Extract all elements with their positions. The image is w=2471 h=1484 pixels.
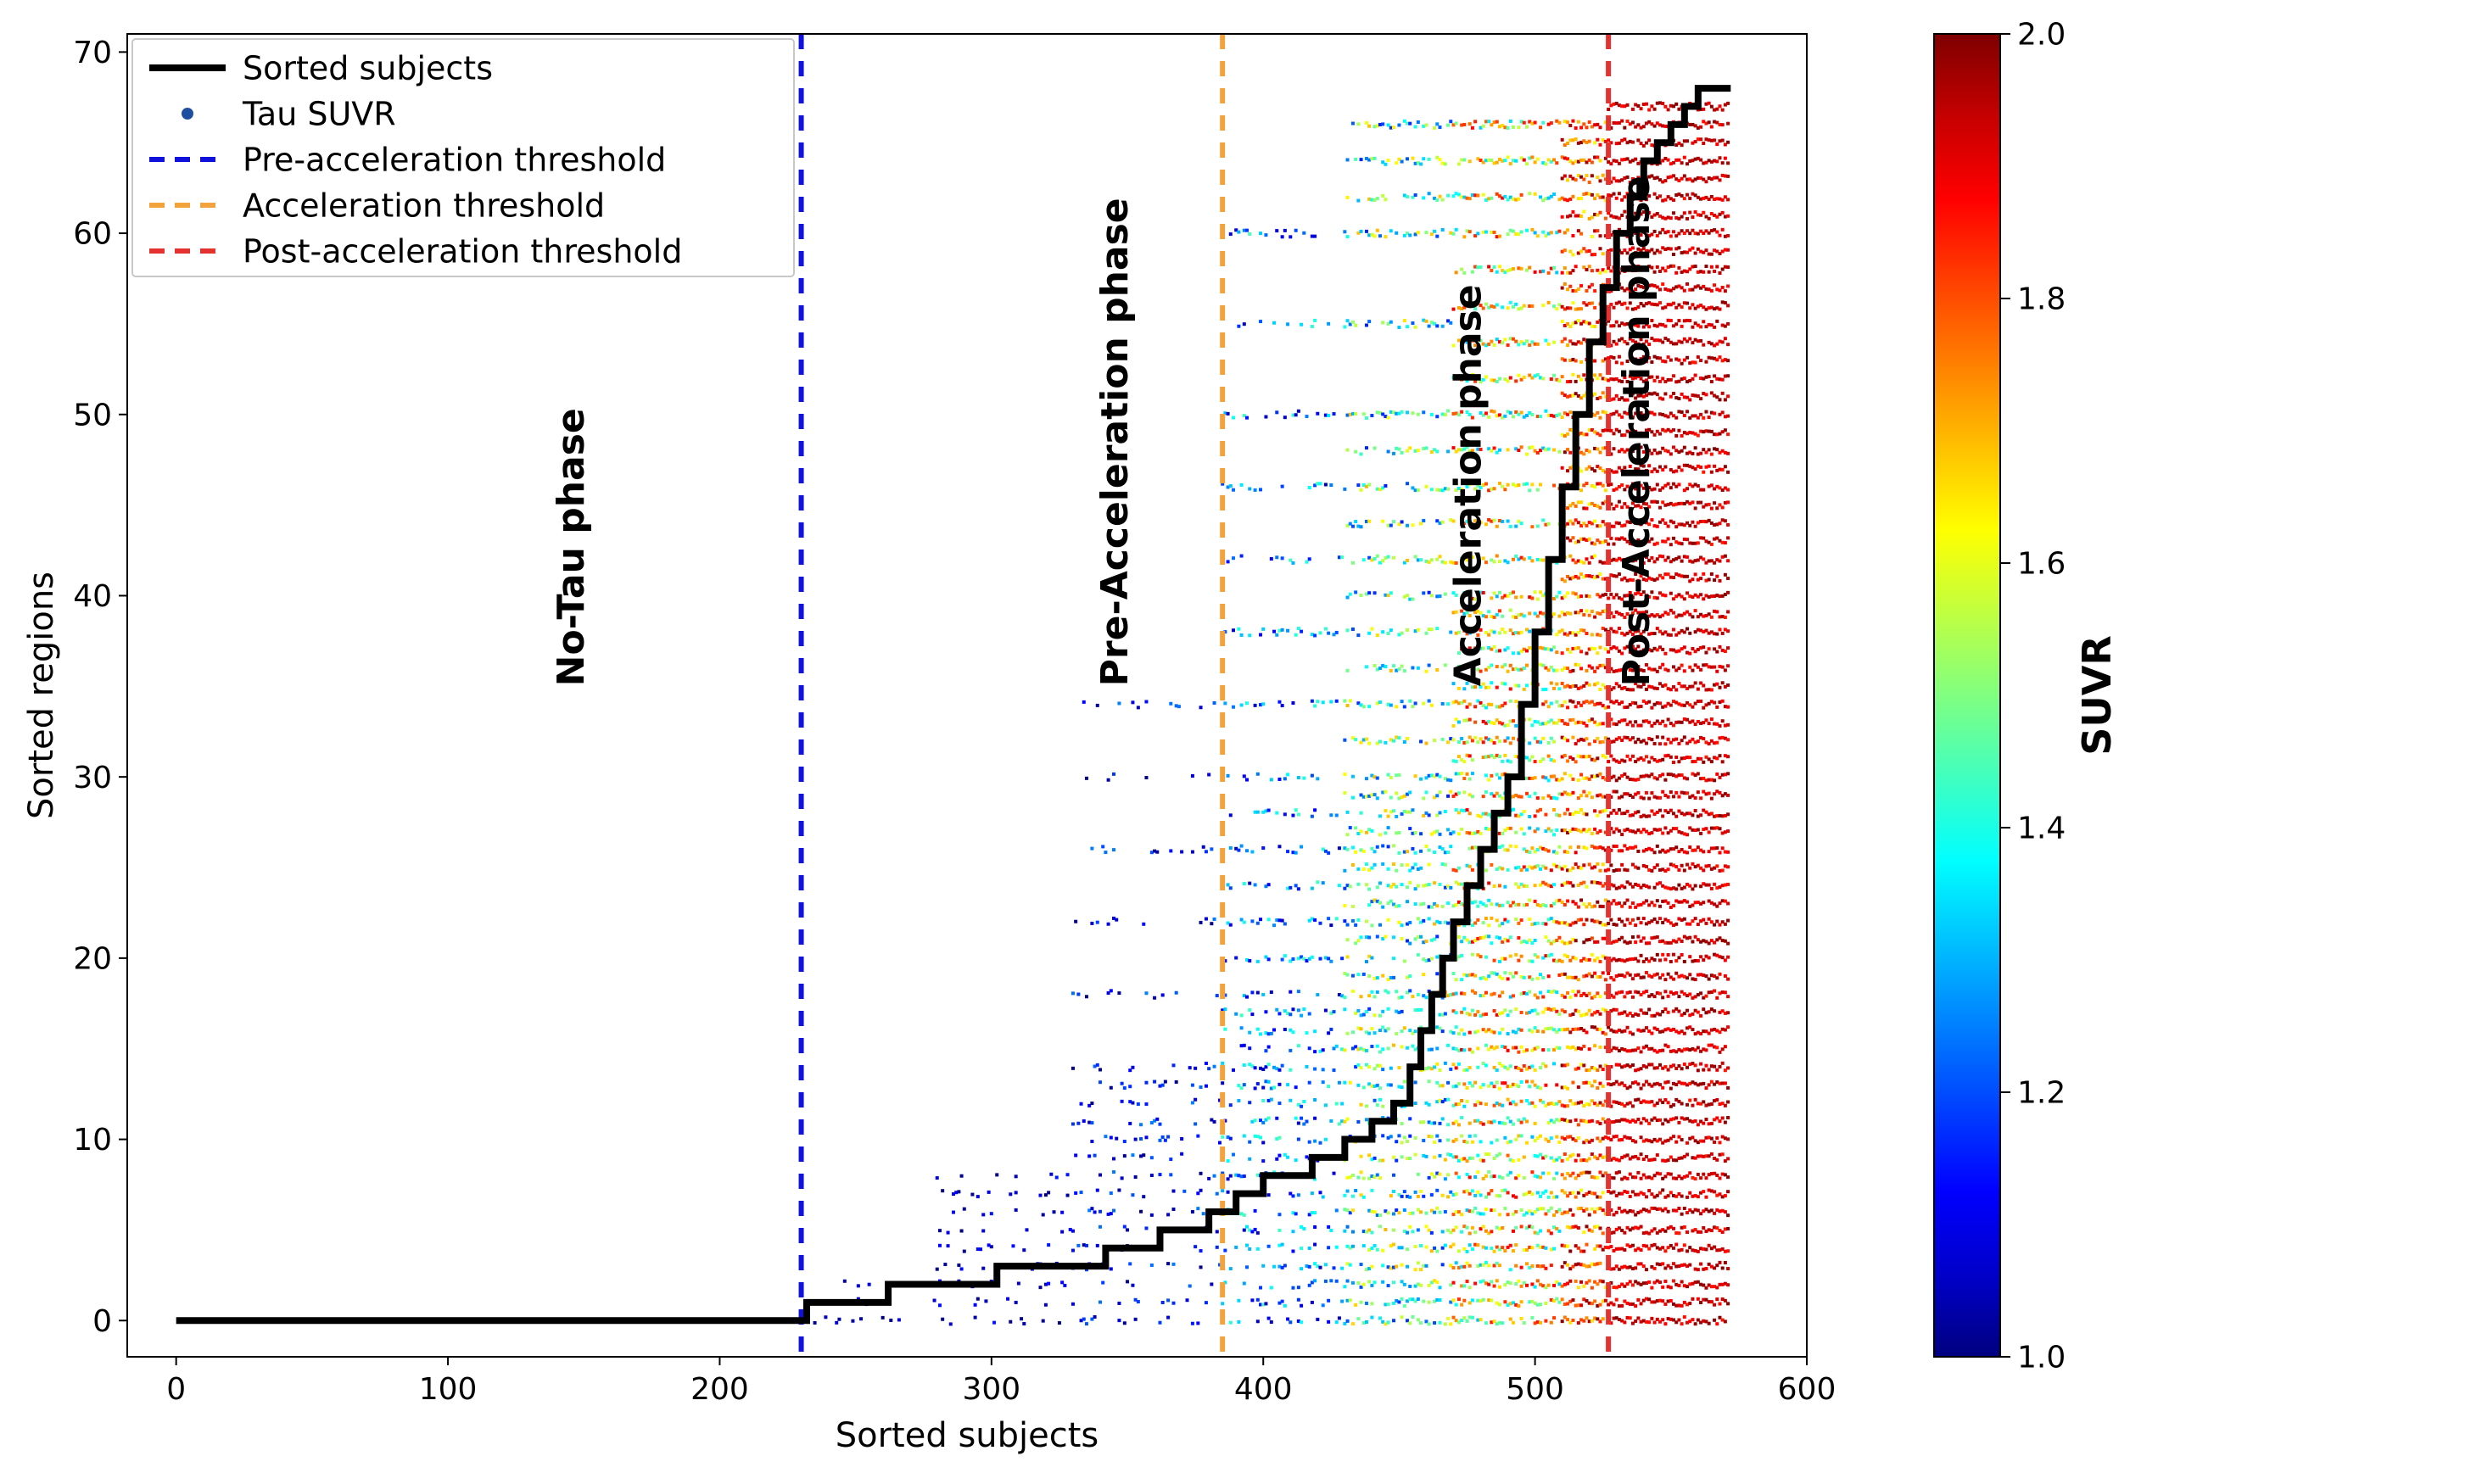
colorbar-tick-label: 1.8 xyxy=(2017,282,2066,317)
colorbar-tick-label: 1.6 xyxy=(2017,547,2066,582)
colorbar-tick-label: 1.0 xyxy=(2017,1341,2066,1375)
colorbar-tick-label: 2.0 xyxy=(2017,18,2066,53)
colorbar-tick-label: 1.2 xyxy=(2017,1076,2066,1111)
colorbar xyxy=(1934,34,2000,1357)
figure-root: 0100200300400500600Sorted subjects010203… xyxy=(0,0,2471,1484)
colorbar-tick-label: 1.4 xyxy=(2017,812,2066,846)
colorbar-label: SUVR xyxy=(2074,635,2120,756)
colorbar-svg: 1.0 1.2 1.4 1.6 1.8 2.0 SUVR xyxy=(0,0,2471,1484)
